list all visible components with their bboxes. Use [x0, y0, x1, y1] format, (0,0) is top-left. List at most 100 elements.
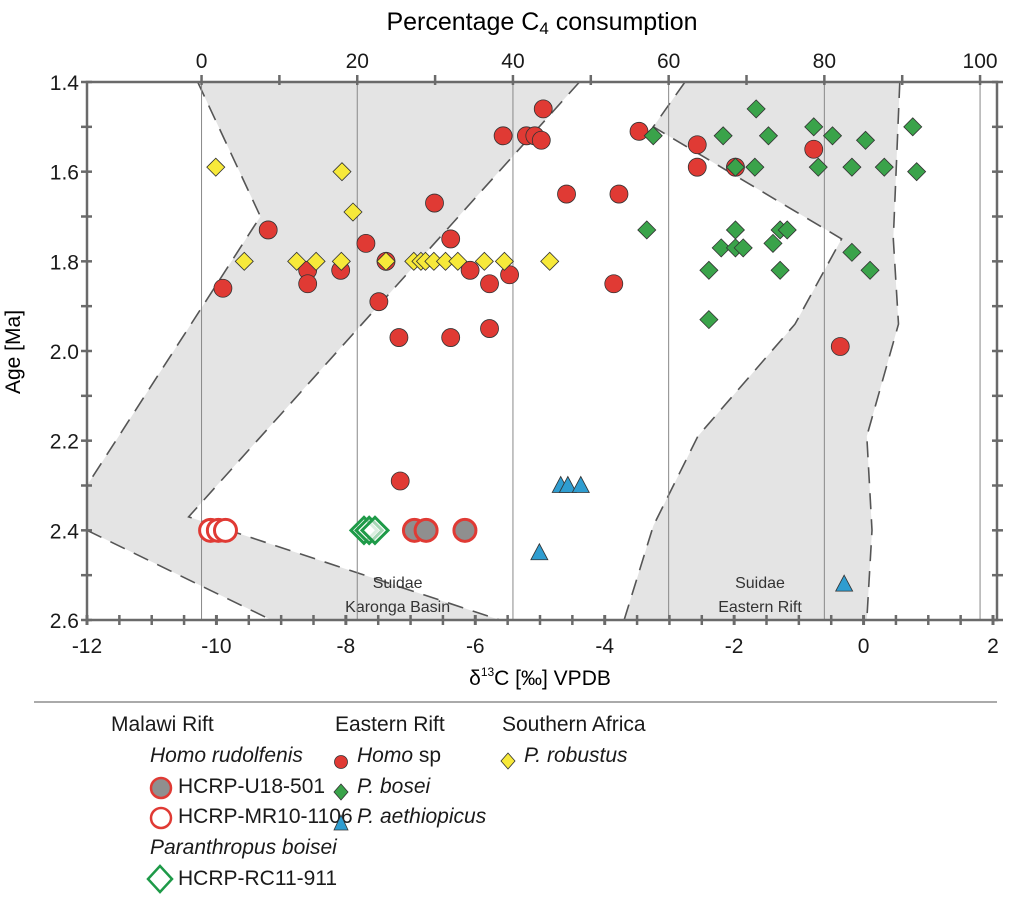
legend-southern-heading: Southern Africa	[502, 713, 646, 736]
point-p-bosei	[770, 260, 790, 280]
x-axis-title: δ13C [‰] VPDB	[469, 665, 611, 690]
point-p-bosei	[855, 130, 876, 150]
point-hcrp-mr10-1106	[212, 517, 238, 543]
band-boundary-dashed	[865, 81, 901, 621]
legend-item-p-bosei: P. bosei	[357, 775, 431, 798]
point-homo-sp	[258, 220, 278, 240]
suidae-karonga-label-line2: Karonga Basin	[345, 599, 450, 616]
point-p-bosei	[874, 157, 894, 177]
open-circle-icon	[149, 806, 173, 830]
legend-homo-genus: Homo	[357, 744, 414, 767]
point-p-bosei	[637, 220, 657, 240]
point-p-bosei	[713, 126, 733, 146]
legend-malawi-heading: Malawi Rift	[111, 713, 214, 736]
point-p-bosei	[903, 117, 923, 137]
point-p-bosei	[699, 310, 719, 330]
point-p-robustus	[494, 251, 514, 271]
point-p-bosei	[842, 157, 862, 177]
top-tick-label: 100	[963, 50, 998, 73]
point-hcrp-rc11-911	[359, 515, 391, 546]
point-p-robustus	[474, 251, 494, 271]
point-p-bosei	[699, 260, 719, 280]
suidae-eastern-label-line1: Suidae	[735, 575, 785, 592]
point-p-robustus	[540, 251, 560, 271]
top-tick-label: 60	[657, 50, 680, 73]
point-homo-sp	[213, 278, 233, 298]
y-tick-label: 2.2	[50, 431, 79, 454]
point-p-bosei	[777, 220, 797, 240]
y-tick-label: 1.6	[50, 162, 79, 185]
suidae-eastern-label-line2: Eastern Rift	[718, 599, 802, 616]
y-axis-title: Age [Ma]	[2, 310, 25, 394]
band-boundary-dashed	[86, 529, 272, 621]
legend-item-hcrp-rc11-911: HCRP-RC11-911	[178, 867, 338, 890]
x-tick-label: -10	[201, 635, 231, 658]
point-p-aethiopicus	[530, 542, 549, 561]
point-p-robustus	[234, 251, 254, 271]
legend-item-homo-sp: Homo sp	[357, 744, 441, 768]
y-tick-label: 2.6	[50, 610, 79, 633]
x-tick-label: -12	[72, 635, 102, 658]
point-homo-sp	[687, 157, 707, 177]
point-p-bosei	[711, 238, 731, 258]
legend-homo-rudolfenis: Homo rudolfenis	[150, 744, 303, 767]
top-tick-label: 80	[813, 50, 836, 73]
y-tick-label: 2.4	[50, 520, 80, 543]
point-homo-sp	[500, 265, 519, 285]
top-tick-label: 20	[346, 50, 369, 73]
suidae-band-area	[624, 82, 900, 620]
legend-homo-sp-suffix: sp	[413, 744, 442, 767]
point-homo-sp	[629, 121, 649, 141]
top-tick-label: 0	[196, 50, 208, 73]
point-p-robustus	[376, 251, 396, 271]
point-p-bosei	[733, 238, 753, 258]
x-tick-label: -6	[466, 635, 485, 658]
green-diamond-icon	[333, 783, 349, 801]
point-homo-sp	[369, 292, 389, 312]
point-homo-sp	[493, 126, 513, 146]
top-axis-title: Percentage C4 consumption	[386, 8, 697, 38]
point-hcrp-u18-501	[452, 517, 478, 543]
legend-item-hcrp-mr10-1106: HCRP-MR10-1106	[178, 805, 353, 828]
axes: -12 -10 -8 -6 -4 -2 0 20 20 40 60 80 1001.41.61.82.0…	[50, 50, 1003, 658]
point-p-robustus	[332, 162, 352, 182]
point-homo-sp	[604, 274, 624, 294]
x-tick-label: -2	[725, 635, 744, 658]
y-tick-label: 1.4	[50, 72, 80, 95]
point-p-bosei	[763, 233, 783, 253]
legend-eastern-heading: Eastern Rift	[335, 713, 445, 736]
yellow-diamond-icon	[500, 752, 516, 770]
point-p-bosei	[822, 126, 843, 146]
point-p-robustus	[343, 202, 363, 222]
point-p-robustus	[306, 251, 326, 271]
point-homo-sp	[557, 184, 576, 204]
point-p-bosei	[746, 99, 766, 119]
legend-item-hcrp-u18-501: HCRP-U18-501	[178, 775, 326, 798]
point-p-robustus	[287, 251, 307, 271]
point-homo-sp	[298, 274, 318, 294]
x-tick-label: -8	[337, 635, 356, 658]
point-p-robustus	[331, 251, 351, 271]
x-tick-label: -4	[595, 635, 614, 658]
point-p-bosei	[758, 126, 779, 146]
point-p-aethiopicus	[834, 574, 854, 592]
blue-triangle-icon	[333, 814, 349, 831]
point-homo-sp	[609, 184, 629, 204]
point-homo-sp	[356, 233, 376, 253]
point-p-bosei	[725, 220, 746, 240]
point-p-bosei	[860, 260, 880, 280]
point-p-bosei	[643, 126, 663, 146]
filled-circle-icon	[149, 776, 173, 800]
legend-item-p-aethiopicus: P. aethiopicus	[357, 805, 487, 828]
point-homo-sp	[460, 260, 480, 280]
point-p-aethiopicus	[558, 475, 577, 493]
data-points	[198, 99, 927, 592]
point-homo-sp	[425, 193, 444, 213]
x-tick-label: 2	[987, 635, 999, 658]
point-p-bosei	[808, 157, 828, 177]
suidae-band-area	[87, 82, 580, 620]
point-homo-sp	[804, 139, 824, 159]
point-homo-sp	[390, 471, 410, 491]
point-homo-sp	[830, 337, 850, 356]
